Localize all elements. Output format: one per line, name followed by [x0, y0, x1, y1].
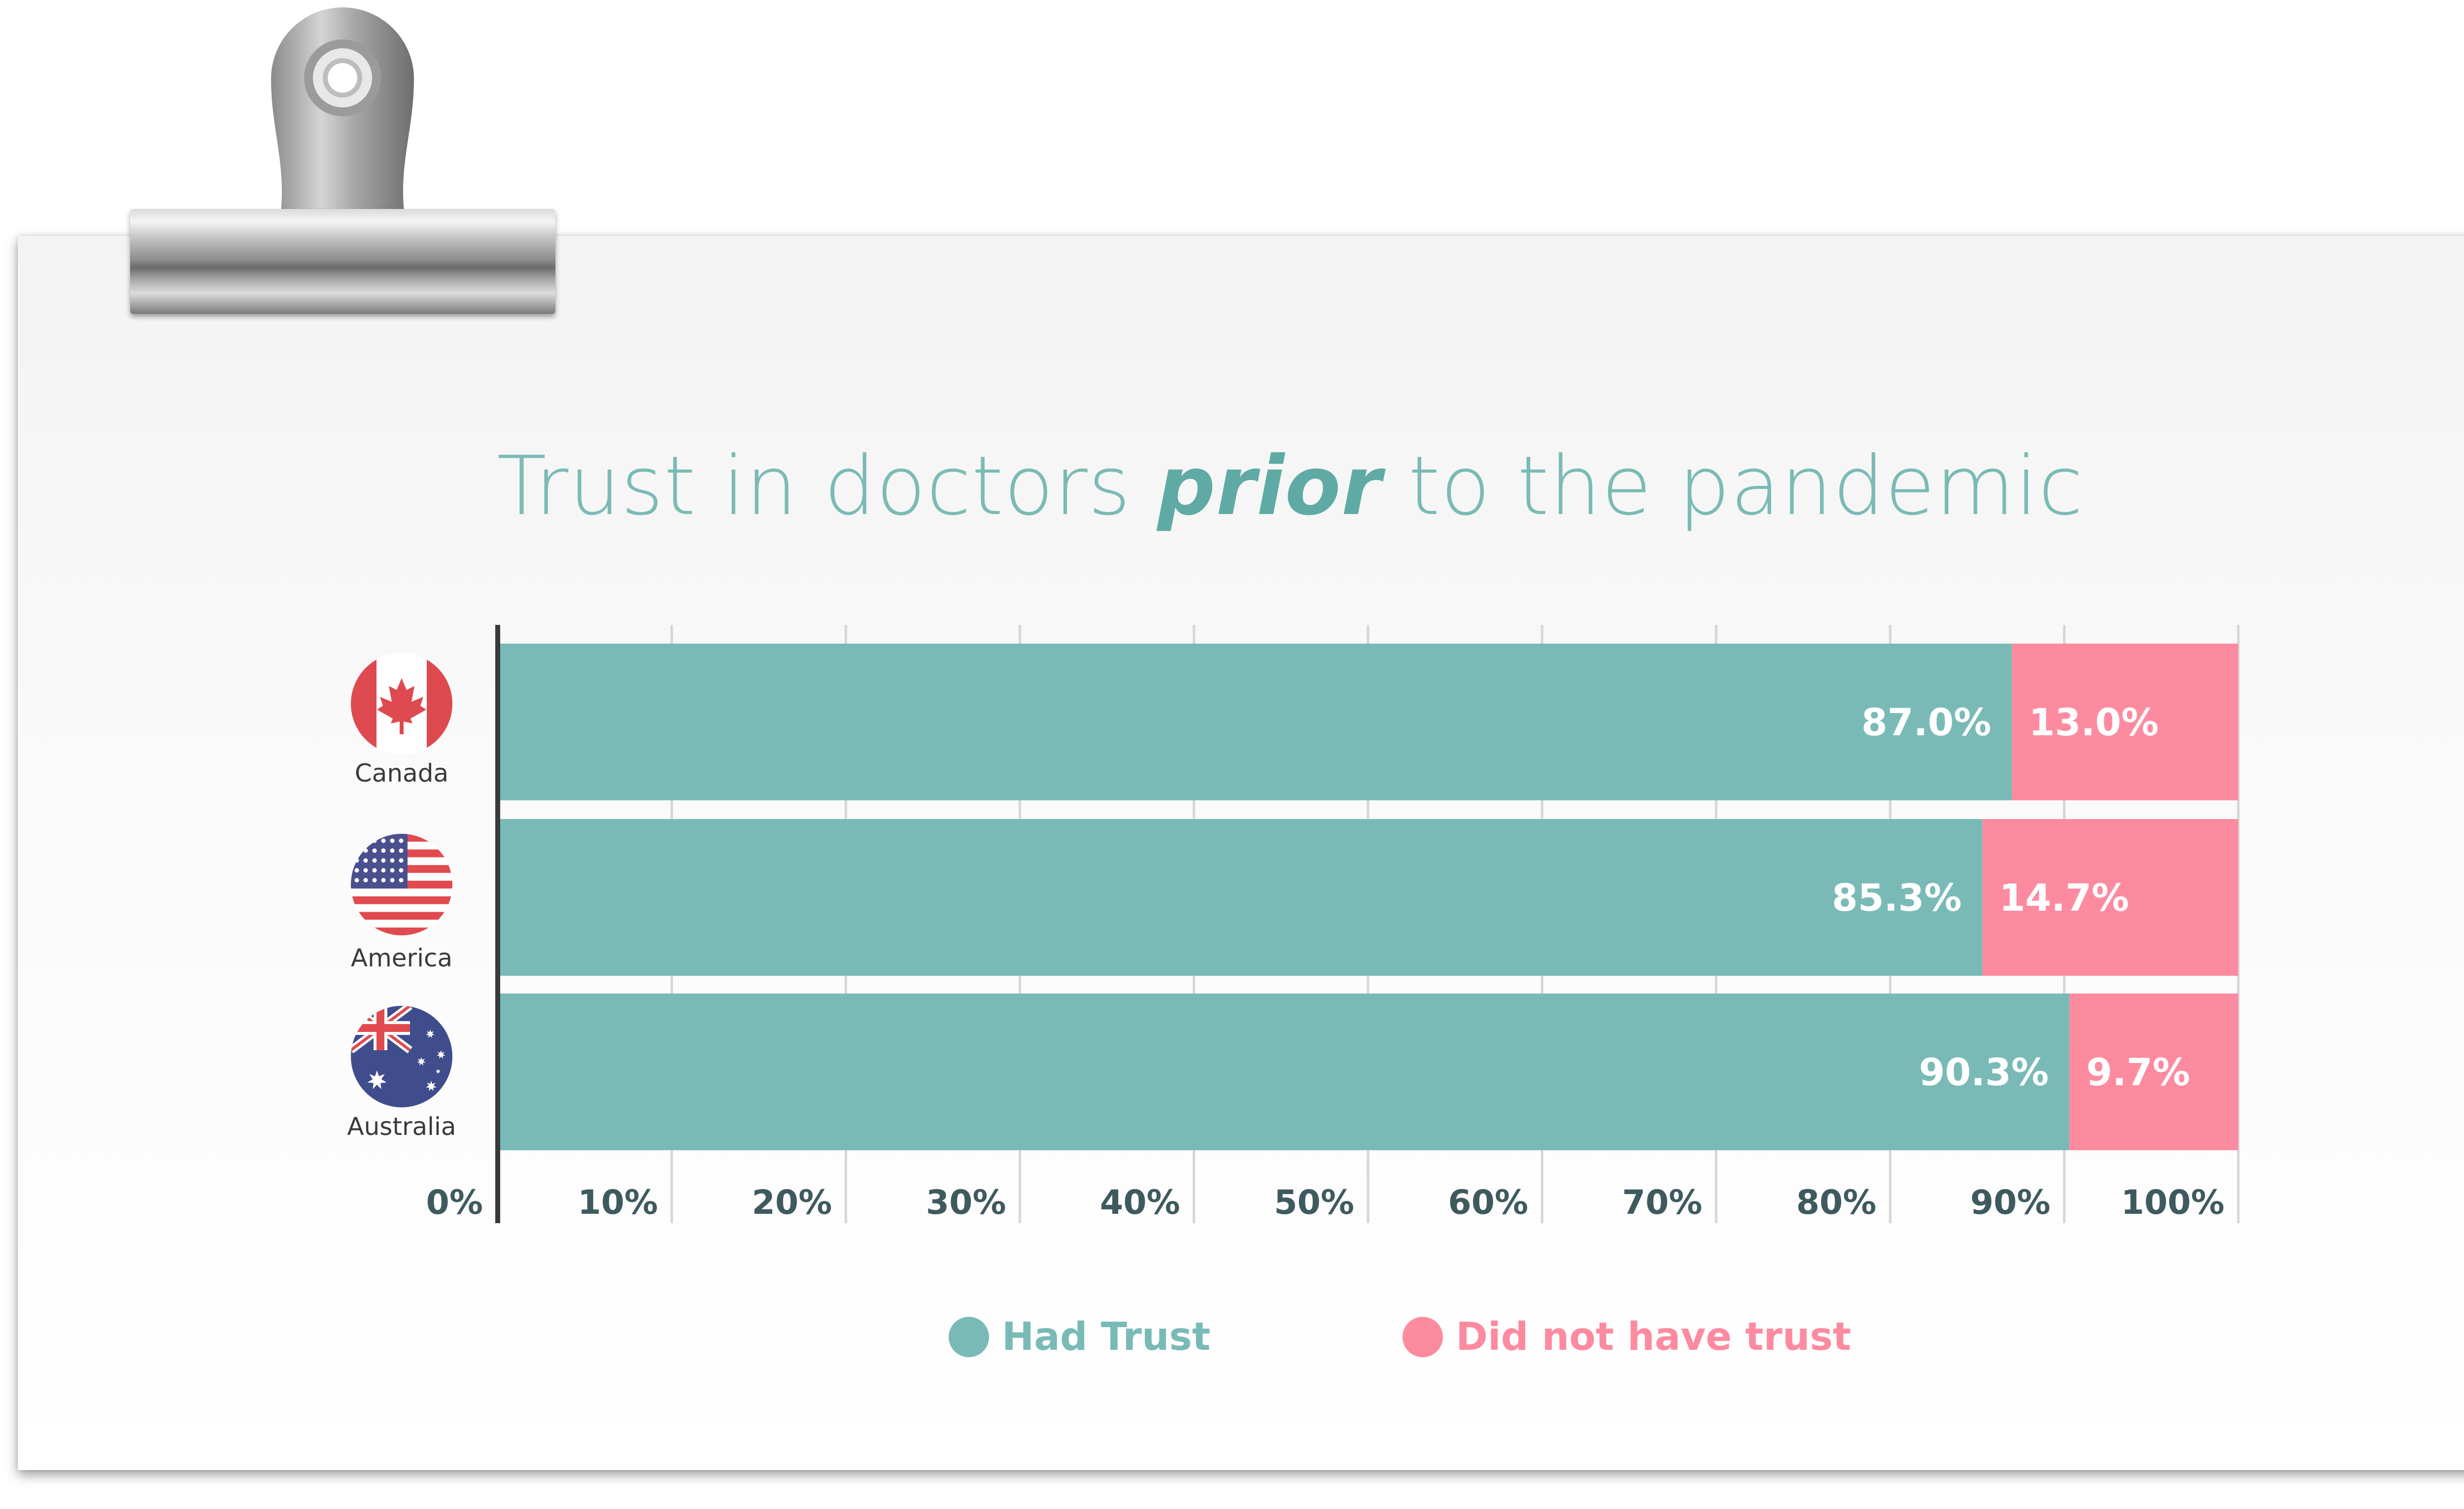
x-tick-label: 30%: [926, 1183, 1006, 1222]
binder-clip-arm-icon: [271, 7, 414, 212]
bar-australia-no-trust: [2069, 994, 2238, 1150]
data-label-canada-had-trust: 87.0%: [1861, 700, 1991, 744]
x-tick-label: 80%: [1796, 1183, 1877, 1222]
usa-flag-icon: [351, 834, 452, 935]
x-tick-label: 90%: [1970, 1183, 2051, 1222]
binder-clip-bar: [130, 209, 555, 314]
x-tick-label: 20%: [752, 1183, 832, 1222]
x-tick-label: 40%: [1100, 1183, 1180, 1222]
x-tick-label: 10%: [578, 1183, 658, 1222]
data-label-australia-no-trust: 9.7%: [2086, 1050, 2190, 1094]
x-tick-label: 100%: [2121, 1183, 2224, 1222]
legend: Had Trust Did not have trust: [949, 1310, 1851, 1364]
legend-item-had-trust: Had Trust: [949, 1315, 1210, 1359]
country-label-america: America: [350, 944, 453, 972]
bar-america-no-trust: [1982, 819, 2238, 976]
data-label-america-had-trust: 85.3%: [1832, 876, 1962, 920]
legend-swatch-no-trust: [1403, 1317, 1443, 1357]
x-tick-label: 50%: [1274, 1183, 1354, 1222]
legend-swatch-had-trust: [949, 1317, 989, 1357]
x-tick-label: 0%: [426, 1183, 483, 1222]
chart-title-part: to the pandemic: [1382, 439, 2084, 533]
country-label-canada: Canada: [354, 759, 449, 788]
australia-flag-icon: [351, 1006, 452, 1107]
x-tick-label: 70%: [1622, 1183, 1703, 1222]
data-label-australia-had-trust: 90.3%: [1919, 1050, 2049, 1094]
chart-title-part: Trust in doctors: [497, 439, 1158, 533]
data-label-america-no-trust: 14.7%: [1999, 876, 2129, 920]
bar-canada-no-trust: [2012, 644, 2238, 800]
legend-item-no-trust: Did not have trust: [1403, 1315, 1851, 1359]
chart-title-emphasis: prior: [1157, 439, 1382, 533]
bar-canada-had-trust: [499, 644, 2012, 800]
bar-america-had-trust: [499, 819, 1983, 976]
x-tick-label: 60%: [1448, 1183, 1528, 1222]
canada-flag-icon: [351, 653, 452, 754]
country-label-australia: Australia: [347, 1112, 456, 1141]
chart-title: Trust in doctors prior to the pandemic: [0, 439, 2464, 533]
bar-australia-had-trust: [499, 994, 2070, 1150]
legend-label-had-trust: Had Trust: [1002, 1315, 1211, 1359]
legend-label-no-trust: Did not have trust: [1456, 1315, 1851, 1359]
data-label-canada-no-trust: 13.0%: [2029, 700, 2159, 744]
